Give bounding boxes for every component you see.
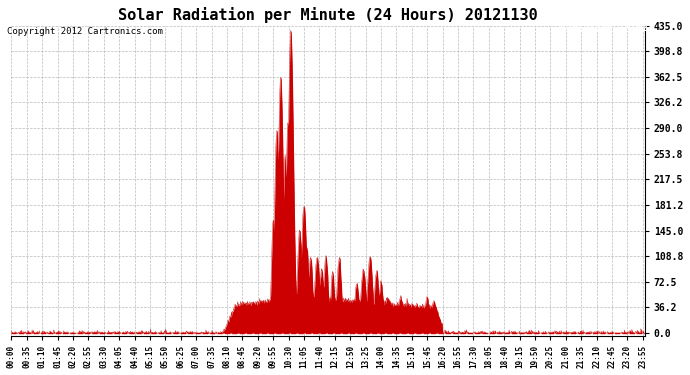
Text: Radiation (W/m2): Radiation (W/m2) bbox=[560, 23, 654, 33]
Title: Solar Radiation per Minute (24 Hours) 20121130: Solar Radiation per Minute (24 Hours) 20… bbox=[118, 7, 538, 23]
Text: Copyright 2012 Cartronics.com: Copyright 2012 Cartronics.com bbox=[7, 27, 163, 36]
